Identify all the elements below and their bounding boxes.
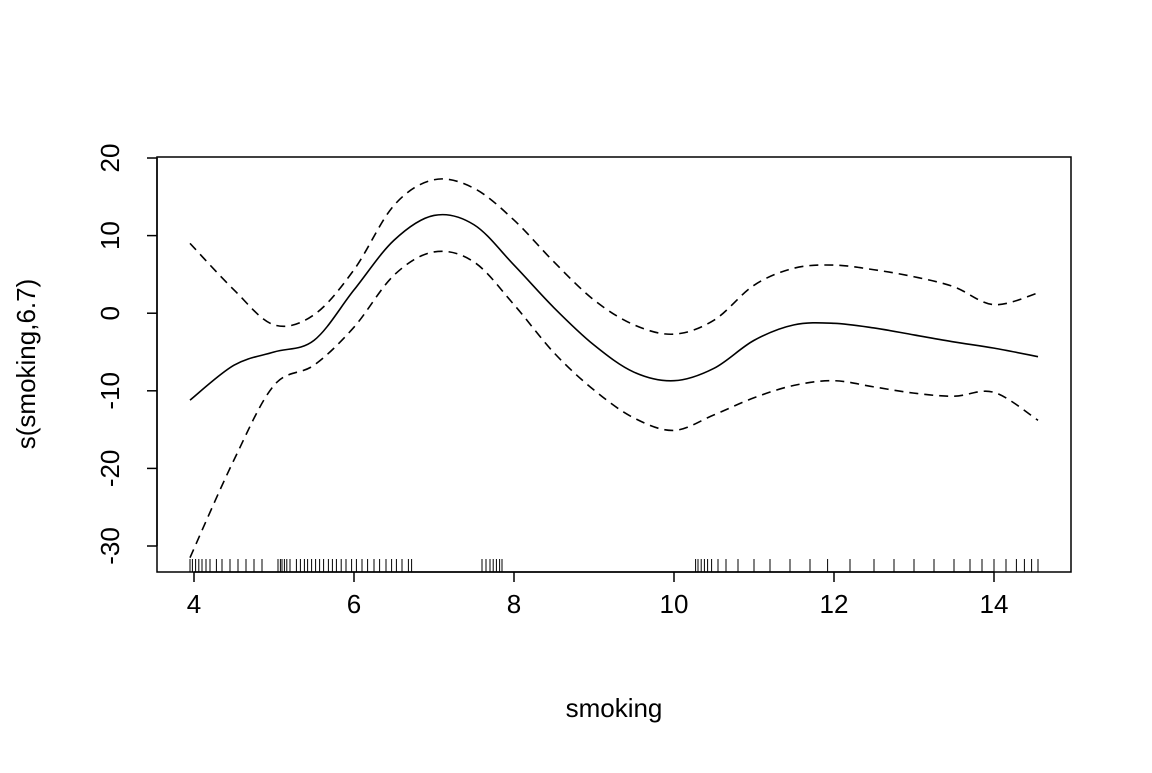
curve bbox=[189, 178, 1039, 336]
y-tick-label: 10 bbox=[95, 221, 125, 250]
plot-frame bbox=[156, 156, 1072, 573]
curve bbox=[189, 250, 1039, 558]
y-tick-label: 0 bbox=[95, 306, 125, 320]
x-tick-label: 10 bbox=[660, 589, 689, 619]
x-tick-label: 8 bbox=[507, 589, 521, 619]
x-tick-label: 12 bbox=[820, 589, 849, 619]
x-tick-label: 4 bbox=[187, 589, 201, 619]
y-tick-label: -10 bbox=[95, 372, 125, 410]
x-tick-label: 14 bbox=[980, 589, 1009, 619]
y-tick-label: -20 bbox=[95, 450, 125, 488]
x-tick-label: 6 bbox=[347, 589, 361, 619]
y-tick-label: 20 bbox=[95, 144, 125, 173]
curve bbox=[189, 213, 1039, 401]
y-axis-label: s(smoking,6.7) bbox=[11, 279, 41, 450]
x-axis-label: smoking bbox=[566, 693, 663, 723]
y-tick-label: -30 bbox=[95, 527, 125, 565]
